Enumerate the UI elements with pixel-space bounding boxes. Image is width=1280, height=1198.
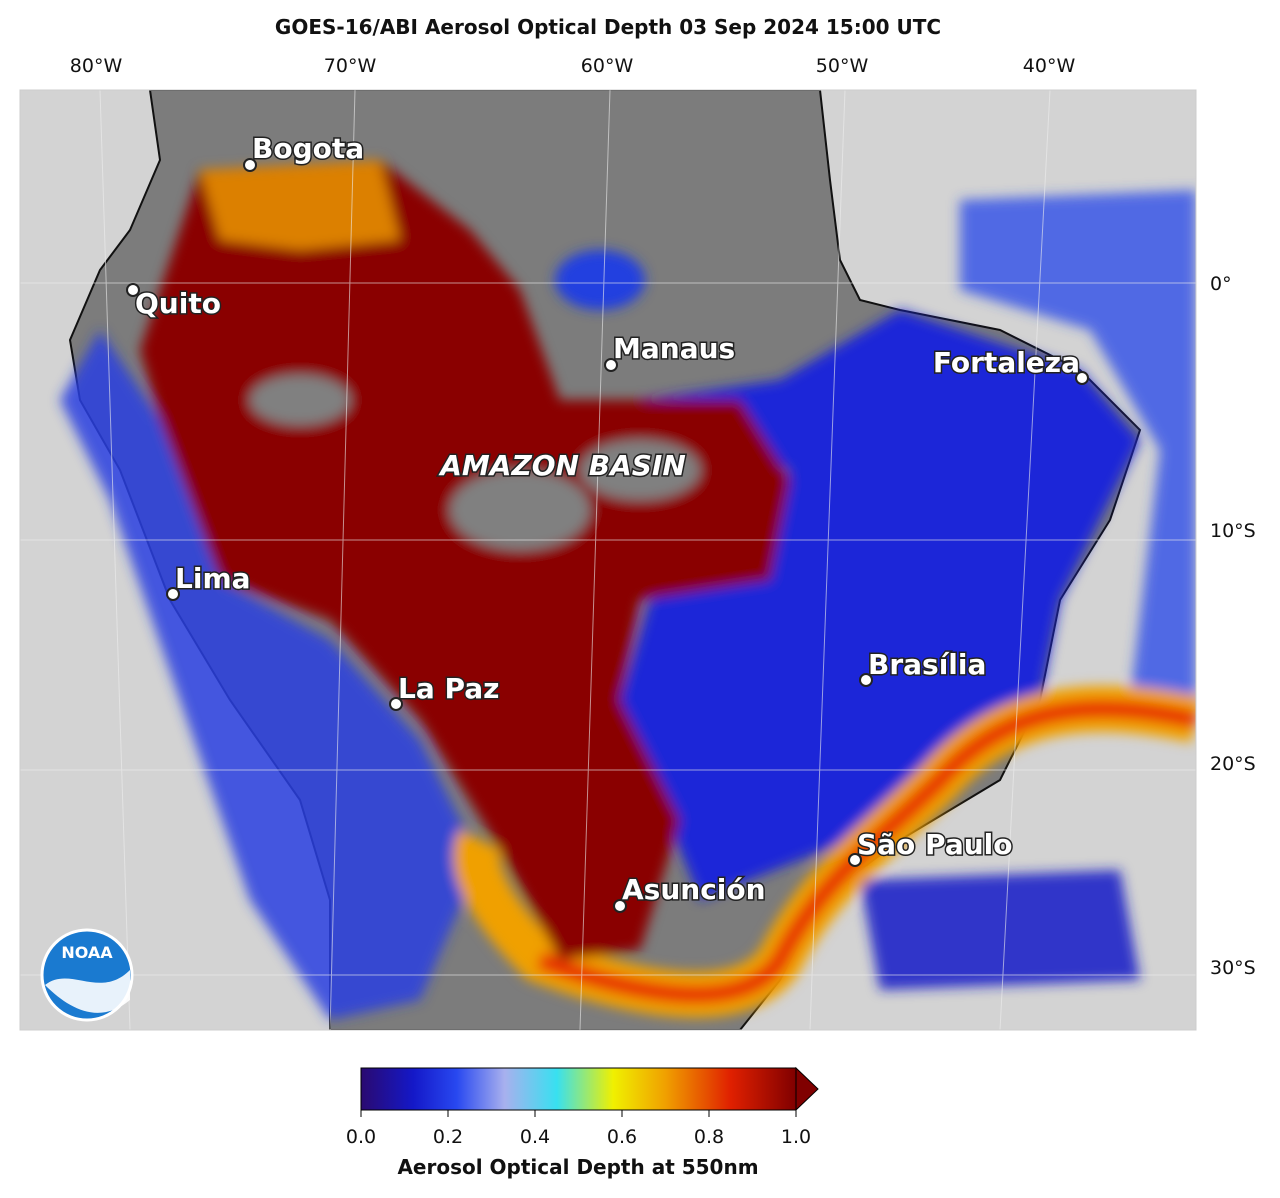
city-marker [1075,371,1089,385]
city-marker [389,697,403,711]
city-marker [859,673,873,687]
latitude-label: 30°S [1210,957,1256,979]
colorbar-tick-label: 0.2 [433,1126,463,1148]
colorbar: Aerosol Optical Depth at 550nm 0.0 0.2 0.4… [346,1066,819,1179]
longitude-label: 70°W [324,55,377,77]
region-label: AMAZON BASIN [438,449,686,482]
latitude-label: 10°S [1210,520,1256,542]
map: AMAZON BASIN [20,90,1196,1030]
city-marker [604,358,618,372]
map-frame [19,89,1197,1031]
city-label: São Paulo [857,828,1012,861]
colorbar-tick-label: 0.8 [694,1126,724,1148]
colorbar-tick-label: 0.0 [346,1126,376,1148]
city-label: La Paz [398,672,499,705]
city-label: Bogota [252,132,364,165]
title: GOES-16/ABI Aerosol Optical Depth 03 Sep… [275,15,941,39]
city-label: Quito [135,287,221,320]
colorbar-extend [795,1066,819,1112]
colorbar-tick-label: 0.6 [607,1126,637,1148]
city-label: Asunción [622,873,766,906]
city-label: Fortaleza [933,346,1080,379]
city-marker [126,283,140,297]
latitude-label: 0° [1210,273,1232,295]
colorbar-label: Aerosol Optical Depth at 550nm [397,1155,758,1179]
longitude-label: 60°W [581,55,634,77]
city-marker [166,587,180,601]
colorbar-tick-label: 0.4 [520,1126,550,1148]
city-marker [613,899,627,913]
latitude-label: 20°S [1210,753,1256,775]
city-label: Lima [175,562,251,595]
colorbar-tick-label: 1.0 [781,1126,811,1148]
city-label: Manaus [613,332,735,365]
city-marker [848,853,862,867]
longitude-label: 50°W [816,55,869,77]
city-label: Brasília [868,648,986,681]
longitude-label: 40°W [1023,55,1076,77]
logo-text: NOAA [61,943,113,962]
colorbar-scale [360,1067,797,1111]
logo-wave [45,970,130,1013]
logo: NOAA [40,928,134,1022]
longitude-label: 80°W [70,55,123,77]
city-marker [243,158,257,172]
graticule [20,90,1196,1030]
